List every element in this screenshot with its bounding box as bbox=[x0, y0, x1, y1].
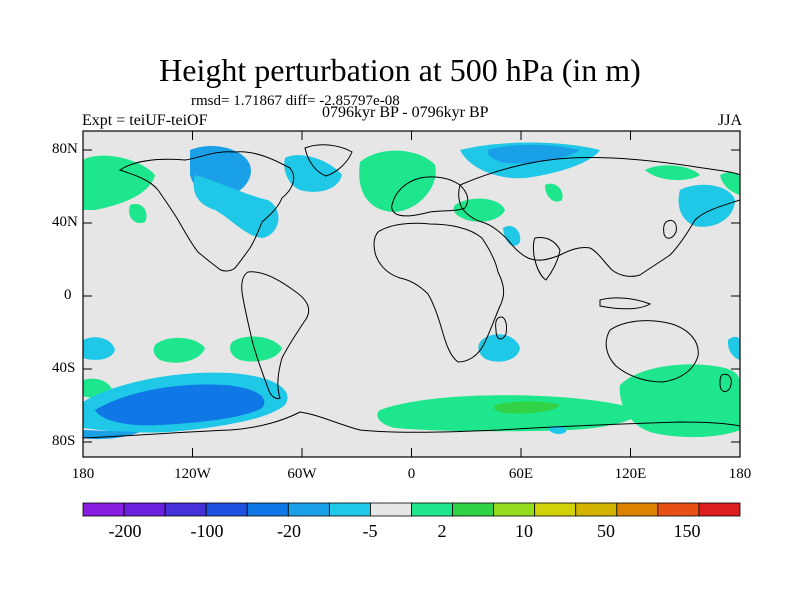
stats-text: rmsd= 1.71867 diff= -2.85797e-08 bbox=[191, 93, 400, 109]
colorbar-swatch bbox=[328, 502, 371, 517]
colorbar-label: -20 bbox=[277, 521, 301, 541]
coastline-madagascar bbox=[495, 316, 507, 340]
colorbar-swatch bbox=[698, 502, 741, 517]
colorbar-swatch bbox=[534, 502, 577, 517]
colorbar-label: 2 bbox=[437, 521, 447, 541]
colorbar-label: -5 bbox=[362, 521, 378, 541]
anomaly-region bbox=[83, 155, 155, 210]
colorbar-swatch bbox=[205, 502, 248, 517]
colorbar-swatch bbox=[452, 502, 495, 517]
anomaly-region bbox=[230, 336, 282, 362]
coastline-south-america bbox=[241, 271, 310, 399]
anomaly-region bbox=[153, 337, 205, 363]
coastline-greenland bbox=[304, 144, 353, 177]
colorbar-swatch bbox=[246, 502, 289, 517]
coastline-japan bbox=[663, 219, 677, 239]
colorbar-swatch bbox=[411, 502, 453, 517]
anomaly-region bbox=[83, 337, 115, 360]
anomaly-region bbox=[720, 172, 740, 195]
y-ticks bbox=[83, 149, 740, 443]
colorbar-swatch bbox=[287, 502, 330, 517]
colorbar-swatch bbox=[82, 502, 125, 517]
coastline-africa bbox=[373, 222, 505, 363]
anomaly-region bbox=[548, 425, 567, 435]
colorbar-label: 50 bbox=[597, 521, 615, 541]
experiment-label: Expt = teiUF-teiOF bbox=[82, 112, 208, 129]
colorbar-swatch bbox=[575, 502, 618, 517]
coastline-north-america bbox=[118, 151, 295, 272]
colorbar-swatch bbox=[493, 502, 536, 517]
colorbar-label: 150 bbox=[673, 521, 701, 541]
x-tick-label: 180 bbox=[728, 466, 752, 482]
colorbar-swatch bbox=[370, 502, 412, 517]
colorbar-swatch bbox=[164, 502, 207, 517]
page-title: Height perturbation at 500 hPa (in m) bbox=[159, 52, 641, 88]
coastlines bbox=[83, 144, 740, 439]
coastline-india bbox=[532, 237, 561, 281]
anomaly-region bbox=[284, 155, 342, 192]
anomaly-region bbox=[493, 401, 560, 414]
anomaly-region bbox=[545, 183, 563, 202]
anomaly-region bbox=[726, 379, 740, 398]
anomaly-region bbox=[619, 364, 740, 438]
colorbar-label: 10 bbox=[515, 521, 533, 541]
colorbar-label: -100 bbox=[190, 521, 224, 541]
y-tick-label: 80N bbox=[52, 141, 78, 157]
y-tick-label: 40S bbox=[52, 360, 76, 376]
anomaly-region bbox=[678, 184, 735, 227]
anomaly-region bbox=[727, 336, 740, 360]
season-label: JJA bbox=[717, 112, 742, 129]
x-tick-label: 180 bbox=[71, 466, 95, 482]
anomaly-region bbox=[129, 203, 147, 224]
anomaly-region bbox=[645, 165, 700, 181]
coastline-europe bbox=[391, 176, 469, 217]
coastline-asia bbox=[458, 156, 740, 277]
anomaly-region bbox=[503, 225, 521, 246]
x-tick-label: 120E bbox=[614, 466, 647, 482]
anomaly-region bbox=[95, 384, 265, 426]
period-label: 0796kyr BP - 0796kyr BP bbox=[322, 104, 489, 121]
x-tick-label: 0 bbox=[407, 466, 416, 482]
colorbar-label: -200 bbox=[108, 521, 142, 541]
x-ticks bbox=[82, 131, 741, 457]
colorbar-swatch bbox=[123, 502, 166, 517]
coastline-australia bbox=[605, 320, 699, 383]
y-tick-label: 80S bbox=[52, 433, 76, 449]
coastline-indonesia bbox=[599, 297, 652, 310]
x-tick-label: 60E bbox=[508, 466, 534, 482]
anomaly-fields bbox=[83, 142, 740, 440]
colorbar-swatch bbox=[616, 502, 659, 517]
colorbar-swatch bbox=[657, 502, 700, 517]
anomaly-region bbox=[193, 175, 279, 238]
coastline-antarctica bbox=[83, 411, 740, 439]
x-tick-label: 60W bbox=[287, 466, 317, 482]
colorbar bbox=[82, 502, 741, 517]
y-tick-label: 0 bbox=[64, 287, 72, 303]
anomaly-region bbox=[359, 150, 436, 212]
y-tick-label: 40N bbox=[52, 214, 78, 230]
x-tick-label: 120W bbox=[174, 466, 211, 482]
anomaly-region bbox=[478, 334, 520, 362]
coastline-new-zealand bbox=[719, 373, 732, 392]
